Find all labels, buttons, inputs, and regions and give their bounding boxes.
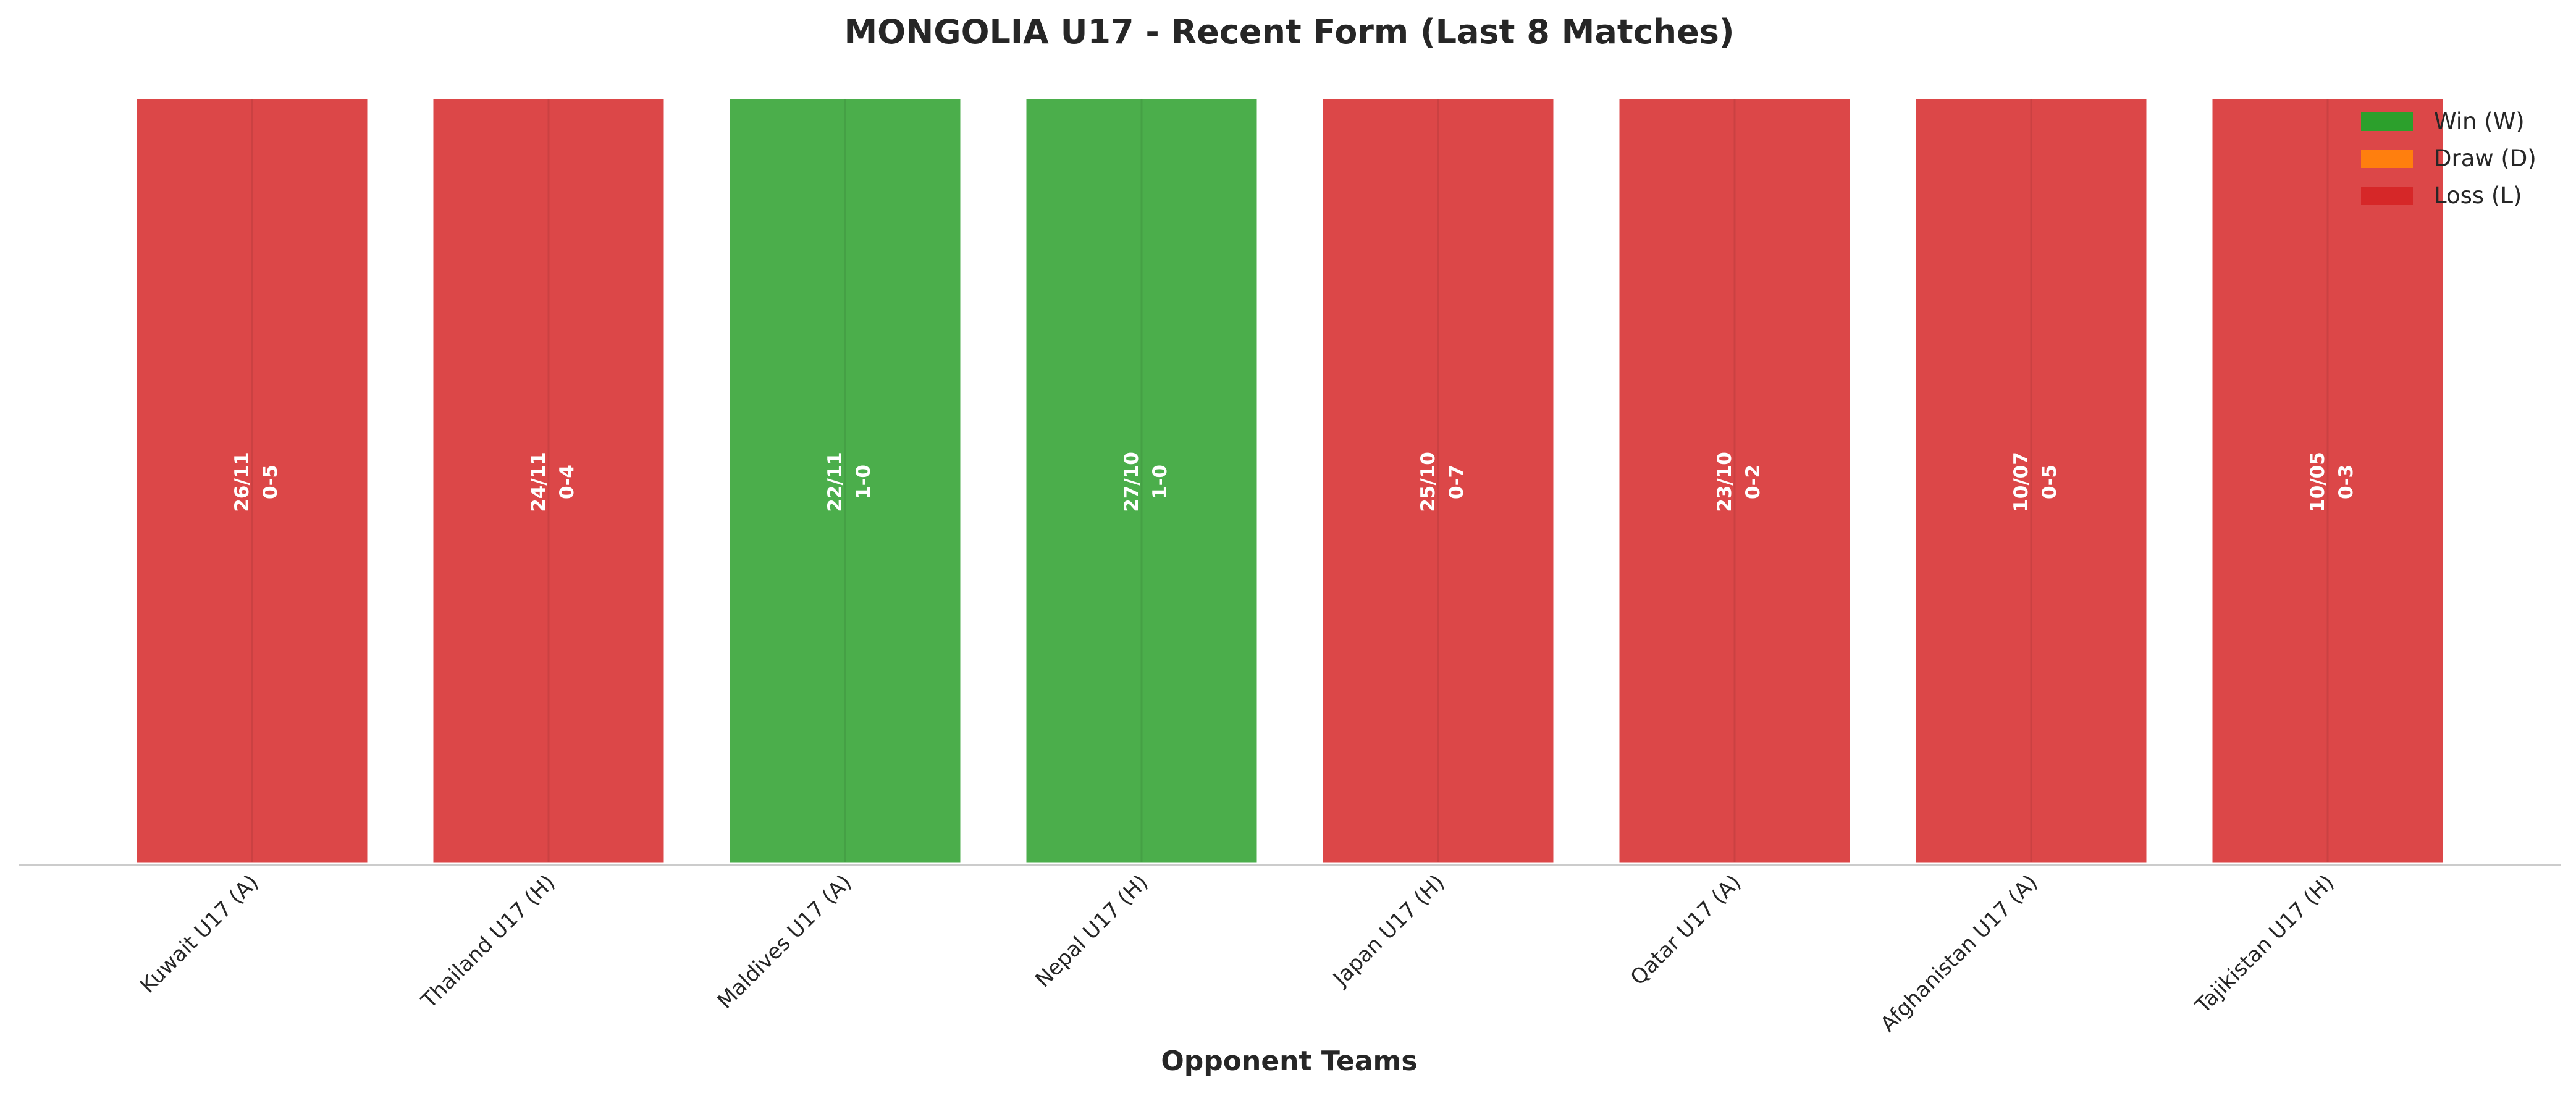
x-tick-label: Afghanistan U17 (A) bbox=[1875, 870, 2042, 1037]
bar-label: 27/10 1-0 bbox=[1121, 452, 1171, 512]
legend-swatch bbox=[2361, 187, 2413, 205]
bar-label: 22/11 1-0 bbox=[824, 452, 875, 512]
bar-label-date: 26/11 bbox=[231, 452, 253, 512]
bar bbox=[2209, 96, 2446, 866]
legend-swatch bbox=[2361, 150, 2413, 168]
x-axis-label: Opponent Teams bbox=[1161, 1045, 1417, 1077]
x-tick-label: Nepal U17 (H) bbox=[1030, 870, 1153, 992]
bar-label: 10/05 0-3 bbox=[2307, 452, 2357, 512]
bar-label: 23/10 0-2 bbox=[1714, 452, 1764, 512]
bar-label-score: 1-0 bbox=[852, 465, 875, 499]
bar-label-date: 10/07 bbox=[2010, 452, 2032, 512]
x-tick-label: Tajikistan U17 (H) bbox=[2191, 870, 2339, 1019]
bar-label-score: 0-7 bbox=[1446, 465, 1468, 499]
x-tick-label: Japan U17 (H) bbox=[1328, 870, 1449, 992]
bar-label-score: 0-5 bbox=[259, 465, 282, 499]
bar bbox=[726, 96, 964, 866]
bar bbox=[1320, 96, 1557, 866]
x-tick-label: Thailand U17 (H) bbox=[416, 870, 560, 1014]
bar-label: 24/11 0-4 bbox=[528, 452, 578, 512]
bar bbox=[133, 96, 371, 866]
x-tick-label: Kuwait U17 (A) bbox=[135, 870, 263, 998]
bars: 26/11 0-5 24/11 0-4 22/11 1-0 27/10 1-0 25/10 0-7… bbox=[133, 96, 2446, 866]
bar bbox=[1616, 96, 1853, 866]
bar-label-score: 1-0 bbox=[1149, 465, 1171, 499]
legend-label: Win (W) bbox=[2434, 108, 2525, 135]
bar-label: 26/11 0-5 bbox=[231, 452, 282, 512]
bar bbox=[1023, 96, 1260, 866]
legend: Win (W) Draw (D) Loss (L) bbox=[2361, 108, 2536, 209]
bar-label-score: 0-4 bbox=[556, 465, 578, 499]
x-tick-label: Maldives U17 (A) bbox=[713, 870, 857, 1014]
x-tick-label: Qatar U17 (A) bbox=[1626, 870, 1746, 990]
bar-label-date: 23/10 bbox=[1714, 452, 1736, 512]
bar bbox=[1913, 96, 2150, 866]
bar-label-date: 10/05 bbox=[2307, 452, 2329, 512]
legend-swatch bbox=[2361, 112, 2413, 131]
bar-label: 10/07 0-5 bbox=[2010, 452, 2061, 512]
bar-label-score: 0-3 bbox=[2335, 465, 2357, 499]
bar-label-date: 22/11 bbox=[824, 452, 846, 512]
bar-label: 25/10 0-7 bbox=[1417, 452, 1468, 512]
bar bbox=[430, 96, 667, 866]
legend-label: Loss (L) bbox=[2434, 182, 2522, 209]
bar-label-date: 27/10 bbox=[1121, 452, 1143, 512]
legend-label: Draw (D) bbox=[2434, 145, 2536, 172]
bar-label-date: 25/10 bbox=[1417, 452, 1439, 512]
bar-label-score: 0-5 bbox=[2039, 465, 2061, 499]
chart-title: MONGOLIA U17 - Recent Form (Last 8 Match… bbox=[844, 12, 1734, 51]
x-tick-labels: Kuwait U17 (A) Thailand U17 (H) Maldives U… bbox=[135, 870, 2339, 1037]
bar-label-date: 24/11 bbox=[528, 452, 550, 512]
bar-label-score: 0-2 bbox=[1742, 465, 1764, 499]
